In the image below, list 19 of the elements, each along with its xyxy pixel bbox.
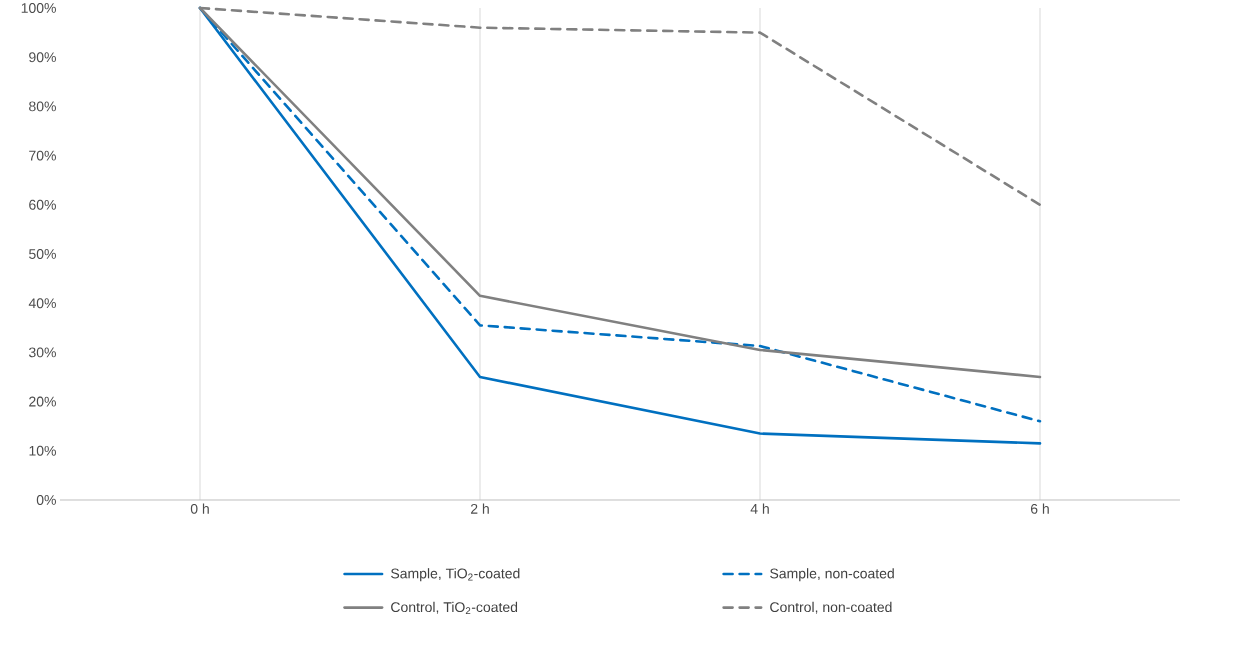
legend-label: Control, non-coated [770, 601, 892, 614]
y-tick-label: 90% [29, 52, 56, 63]
legend-label: Sample, non-coated [770, 568, 894, 582]
x-tick-label: 0 h [190, 503, 209, 514]
x-tick-label: 6 h [1030, 503, 1049, 514]
y-tick-label: 60% [29, 199, 56, 210]
y-tick-label: 40% [28, 298, 56, 309]
y-tick-label: 0% [36, 495, 56, 505]
legend-label: Sample, TiO$_{2}$-coated [391, 568, 520, 582]
y-tick-label: 50% [29, 249, 56, 259]
y-tick-label: 30% [28, 347, 56, 358]
y-tick-label: 70% [29, 150, 56, 161]
y-tick-label: 10% [29, 445, 56, 456]
x-tick-label: 2 h [470, 503, 489, 514]
y-tick-label: 20% [29, 396, 56, 407]
x-tick-label: 4 h [750, 503, 769, 514]
y-tick-label: 100% [21, 3, 56, 13]
legend-label: Control, TiO$_{2}$-coated [391, 601, 518, 615]
y-tick-label: 80% [29, 101, 56, 112]
